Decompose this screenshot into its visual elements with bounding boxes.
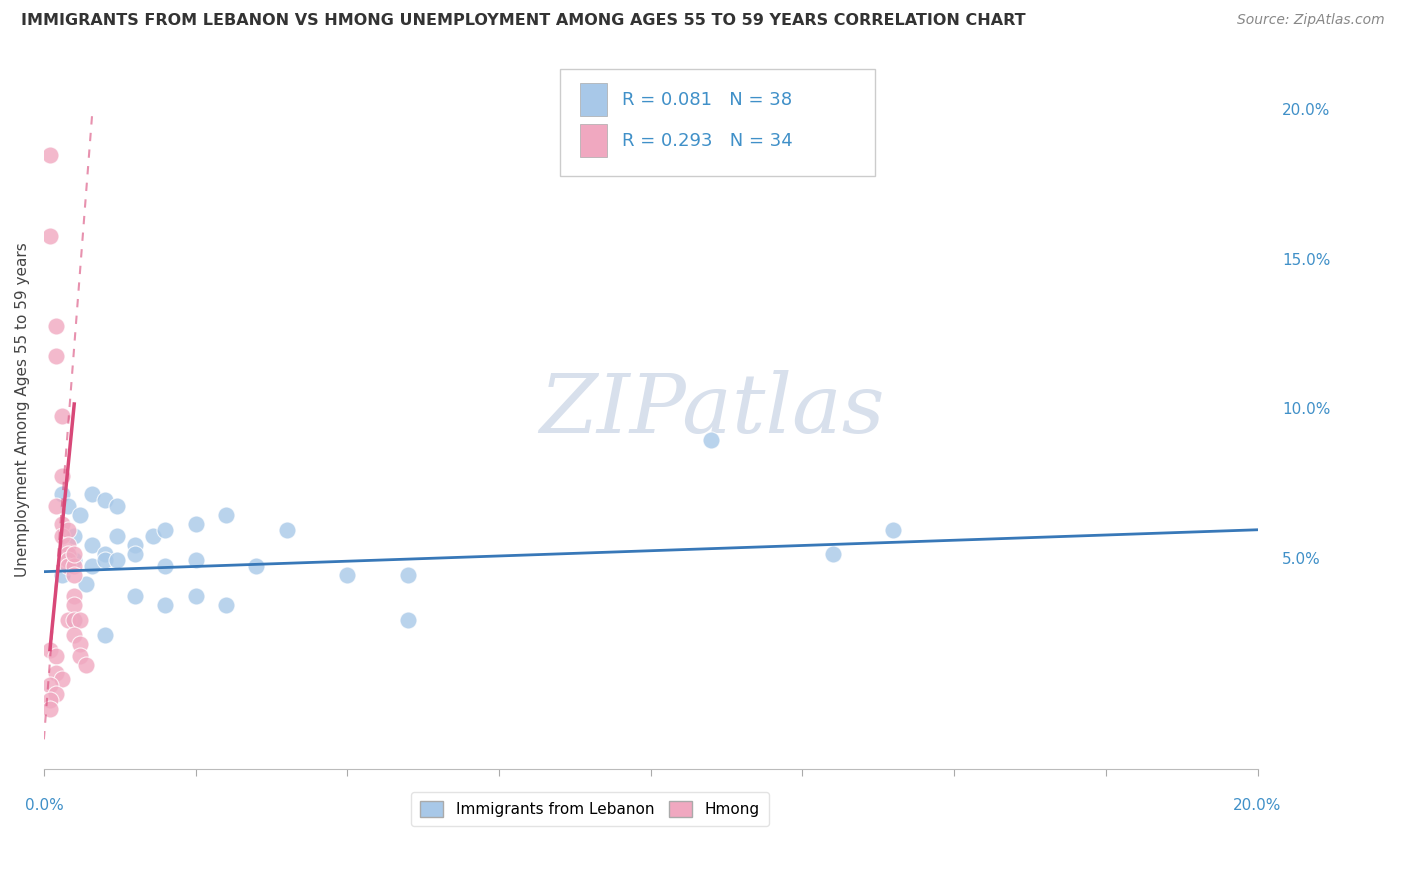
Point [124, 538, 146, 552]
Text: 15.0%: 15.0% [1282, 252, 1330, 268]
Point [56, 552, 79, 566]
Point [56, 547, 79, 561]
FancyBboxPatch shape [581, 124, 607, 157]
Legend: Immigrants from Lebanon, Hmong: Immigrants from Lebanon, Hmong [412, 792, 769, 826]
Point [155, 523, 177, 537]
Point [882, 523, 904, 537]
Text: 20.0%: 20.0% [1282, 103, 1330, 118]
Point [39, 678, 62, 692]
Point [45, 499, 67, 513]
Point [93, 547, 115, 561]
Point [93, 492, 115, 507]
Point [105, 529, 128, 543]
Text: 5.0%: 5.0% [1282, 552, 1320, 567]
Point [124, 547, 146, 561]
Point [215, 598, 238, 612]
Point [396, 567, 419, 582]
Point [105, 499, 128, 513]
Point [39, 693, 62, 707]
Point [39, 148, 62, 162]
Point [69, 648, 91, 663]
Point [51, 529, 73, 543]
Point [184, 589, 207, 603]
Point [63, 567, 86, 582]
Point [51, 567, 73, 582]
Point [51, 673, 73, 687]
Point [336, 567, 359, 582]
Point [63, 598, 86, 612]
Point [63, 613, 86, 627]
Point [215, 508, 238, 522]
Point [69, 613, 91, 627]
Point [821, 547, 844, 561]
FancyBboxPatch shape [581, 83, 607, 116]
Point [56, 523, 79, 537]
Point [51, 409, 73, 423]
Point [142, 529, 165, 543]
Point [45, 688, 67, 702]
Point [82, 558, 104, 573]
Point [276, 523, 298, 537]
Point [82, 487, 104, 501]
Point [51, 468, 73, 483]
Point [63, 589, 86, 603]
Point [45, 349, 67, 363]
Text: Source: ZipAtlas.com: Source: ZipAtlas.com [1237, 13, 1385, 28]
Point [63, 613, 86, 627]
Point [56, 558, 79, 573]
Text: 20.0%: 20.0% [1233, 798, 1282, 813]
Point [69, 508, 91, 522]
Point [155, 558, 177, 573]
Point [63, 529, 86, 543]
Text: R = 0.293   N = 34: R = 0.293 N = 34 [621, 131, 793, 150]
Point [63, 547, 86, 561]
Text: 10.0%: 10.0% [1282, 402, 1330, 417]
Point [75, 576, 97, 591]
Point [39, 702, 62, 716]
Point [93, 627, 115, 641]
Point [63, 627, 86, 641]
Point [56, 499, 79, 513]
FancyBboxPatch shape [560, 69, 876, 177]
Point [184, 552, 207, 566]
Text: IMMIGRANTS FROM LEBANON VS HMONG UNEMPLOYMENT AMONG AGES 55 TO 59 YEARS CORRELAT: IMMIGRANTS FROM LEBANON VS HMONG UNEMPLO… [21, 13, 1026, 29]
Point [75, 657, 97, 672]
Point [63, 552, 86, 566]
Point [93, 552, 115, 566]
Text: 0.0%: 0.0% [24, 798, 63, 813]
Point [105, 552, 128, 566]
Point [155, 598, 177, 612]
Point [56, 613, 79, 627]
Point [39, 642, 62, 657]
Point [63, 558, 86, 573]
Point [700, 433, 723, 447]
Text: ZIPatlas: ZIPatlas [538, 370, 884, 450]
Point [82, 538, 104, 552]
Text: R = 0.081   N = 38: R = 0.081 N = 38 [621, 91, 792, 109]
Point [245, 558, 267, 573]
Point [45, 666, 67, 681]
Point [51, 487, 73, 501]
Y-axis label: Unemployment Among Ages 55 to 59 years: Unemployment Among Ages 55 to 59 years [15, 243, 30, 577]
Point [45, 648, 67, 663]
Point [396, 613, 419, 627]
Point [45, 319, 67, 334]
Point [69, 636, 91, 650]
Point [124, 589, 146, 603]
Point [51, 516, 73, 531]
Point [56, 538, 79, 552]
Point [39, 229, 62, 244]
Point [184, 516, 207, 531]
